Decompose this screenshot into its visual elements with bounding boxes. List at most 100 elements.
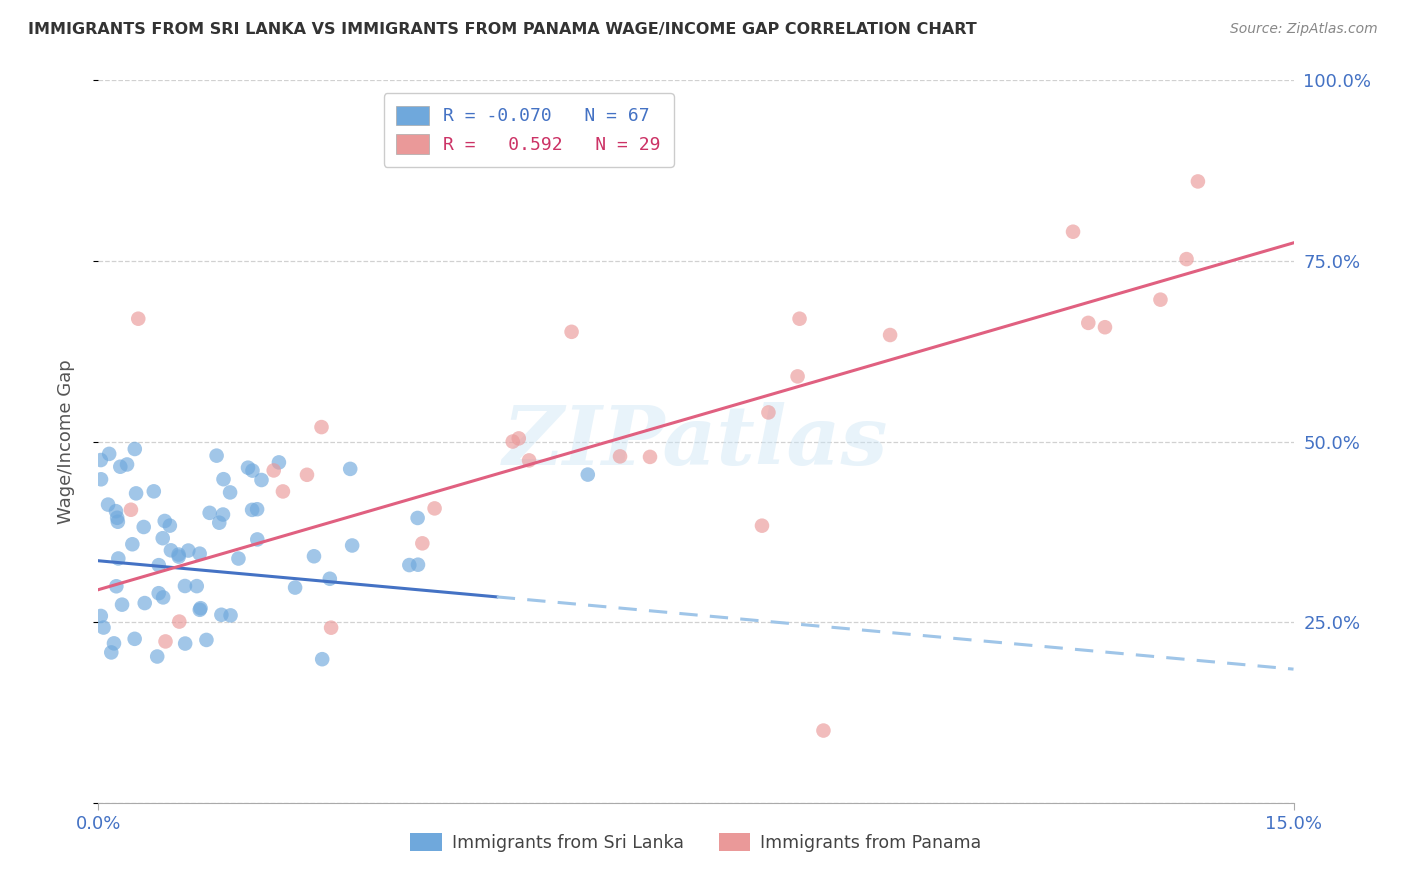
Point	[1094, 320, 1116, 334]
Text: ZIPatlas: ZIPatlas	[503, 401, 889, 482]
Point	[1077, 316, 1099, 330]
Point	[132, 520, 155, 534]
Point	[789, 311, 811, 326]
Point	[267, 455, 290, 469]
Point	[115, 458, 138, 472]
Point	[228, 551, 250, 566]
Point	[502, 434, 524, 449]
Point	[169, 615, 191, 629]
Point	[1175, 252, 1198, 266]
Point	[111, 598, 134, 612]
Point	[212, 508, 235, 522]
Point	[1149, 293, 1171, 307]
Point	[127, 311, 149, 326]
Point	[110, 459, 132, 474]
Point	[561, 325, 583, 339]
Point	[174, 636, 197, 650]
Point	[104, 504, 127, 518]
Point	[339, 462, 361, 476]
Point	[188, 547, 211, 561]
Point	[167, 548, 190, 562]
Point	[120, 502, 142, 516]
Point	[148, 586, 170, 600]
Point	[638, 450, 661, 464]
Point	[107, 515, 129, 529]
Point	[190, 601, 212, 615]
Point	[236, 460, 259, 475]
Point	[146, 649, 169, 664]
Point	[398, 558, 420, 572]
Point	[134, 596, 156, 610]
Point	[198, 506, 221, 520]
Point	[423, 501, 446, 516]
Point	[212, 472, 235, 486]
Point	[97, 498, 120, 512]
Point	[295, 467, 318, 482]
Point	[250, 473, 273, 487]
Point	[508, 431, 530, 445]
Point	[160, 543, 183, 558]
Point	[517, 453, 540, 467]
Point	[152, 591, 174, 605]
Text: IMMIGRANTS FROM SRI LANKA VS IMMIGRANTS FROM PANAMA WAGE/INCOME GAP CORRELATION : IMMIGRANTS FROM SRI LANKA VS IMMIGRANTS …	[28, 22, 977, 37]
Point	[813, 723, 835, 738]
Point	[406, 558, 429, 572]
Point	[263, 463, 285, 477]
Point	[340, 539, 363, 553]
Point	[159, 518, 181, 533]
Point	[751, 518, 773, 533]
Point	[98, 447, 121, 461]
Point	[1062, 225, 1084, 239]
Point	[1187, 174, 1209, 188]
Point	[758, 405, 780, 419]
Point	[205, 449, 228, 463]
Point	[319, 572, 342, 586]
Point	[879, 328, 901, 343]
Point	[177, 543, 200, 558]
Text: Source: ZipAtlas.com: Source: ZipAtlas.com	[1230, 22, 1378, 37]
Point	[311, 420, 333, 434]
Point	[125, 486, 148, 500]
Point	[124, 442, 146, 456]
Point	[152, 531, 174, 545]
Point	[103, 636, 125, 650]
Point	[271, 484, 294, 499]
Y-axis label: Wage/Income Gap: Wage/Income Gap	[56, 359, 75, 524]
Point	[105, 510, 128, 524]
Point	[186, 579, 208, 593]
Point	[107, 551, 129, 566]
Point	[105, 579, 128, 593]
Legend: Immigrants from Sri Lanka, Immigrants from Panama: Immigrants from Sri Lanka, Immigrants fr…	[404, 827, 988, 859]
Point	[609, 450, 631, 464]
Point	[148, 558, 170, 573]
Point	[246, 533, 269, 547]
Point	[284, 581, 307, 595]
Point	[246, 502, 269, 516]
Point	[142, 484, 165, 499]
Point	[786, 369, 808, 384]
Point	[240, 503, 263, 517]
Point	[411, 536, 433, 550]
Point	[319, 621, 342, 635]
Point	[174, 579, 197, 593]
Point	[311, 652, 333, 666]
Point	[209, 607, 232, 622]
Point	[121, 537, 143, 551]
Point	[406, 511, 429, 525]
Point	[188, 603, 211, 617]
Point	[93, 621, 115, 635]
Point	[219, 485, 242, 500]
Point	[90, 609, 112, 624]
Point	[167, 549, 190, 564]
Point	[90, 453, 112, 467]
Point	[124, 632, 146, 646]
Point	[155, 634, 177, 648]
Point	[153, 514, 176, 528]
Point	[576, 467, 599, 482]
Point	[100, 645, 122, 659]
Point	[90, 472, 112, 486]
Point	[208, 516, 231, 530]
Point	[242, 464, 264, 478]
Point	[219, 608, 242, 623]
Point	[302, 549, 325, 564]
